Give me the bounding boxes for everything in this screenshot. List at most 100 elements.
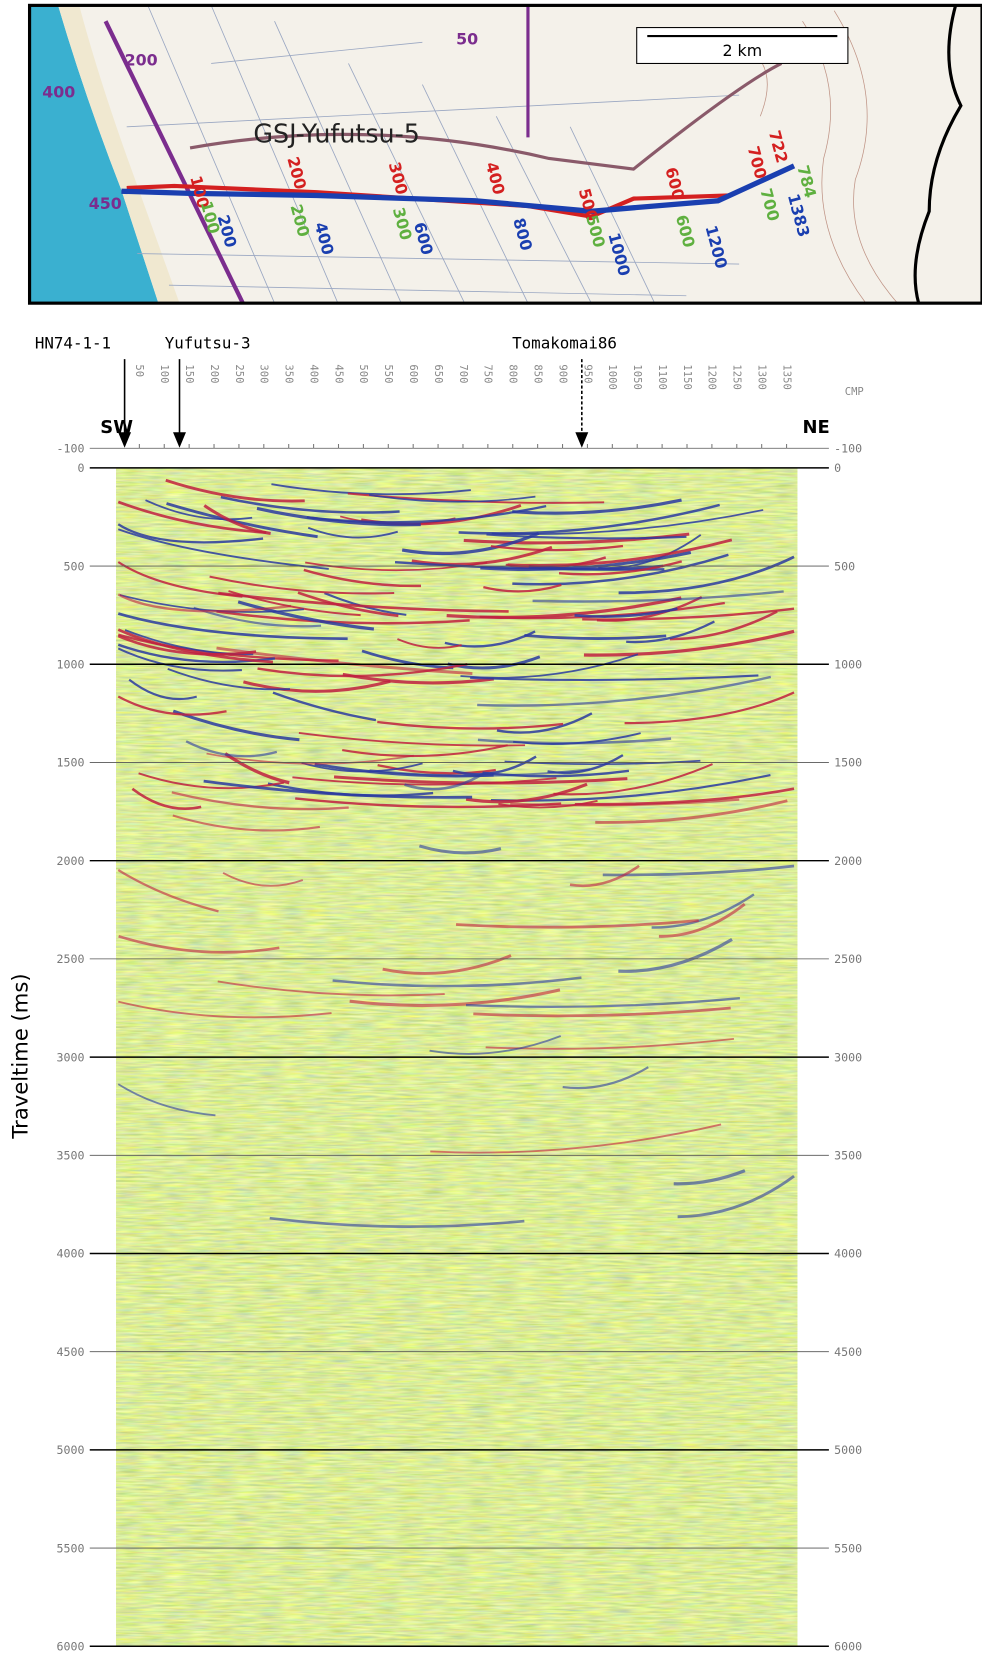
- reflector: [203, 779, 473, 799]
- reflector: [658, 902, 746, 938]
- reflector: [172, 709, 300, 742]
- reflector: [217, 980, 445, 997]
- x-tick-label: 450: [332, 364, 344, 383]
- scale-bar: 2 km: [722, 41, 762, 60]
- reflector: [446, 596, 682, 619]
- reflector: [171, 791, 349, 811]
- reflector: [349, 988, 561, 1008]
- x-tick-label: 1350: [780, 364, 792, 389]
- reflector: [117, 561, 243, 598]
- y-tick-label: 0: [77, 461, 84, 475]
- reflector: [298, 732, 526, 747]
- y-tick-label: 3000: [57, 1050, 85, 1064]
- y-tick-label: 500: [834, 559, 855, 573]
- reflector: [624, 691, 795, 725]
- reflector: [117, 869, 219, 913]
- reflector: [218, 591, 509, 613]
- reflector: [301, 762, 423, 773]
- reflector: [377, 763, 496, 775]
- y-tick-label: 1500: [57, 756, 85, 770]
- reflector: [498, 799, 598, 809]
- reflector: [307, 526, 399, 539]
- reflector: [418, 844, 502, 855]
- y-tick-label: 1500: [834, 756, 862, 770]
- reflector: [145, 499, 253, 521]
- y-tick-label: -100: [834, 441, 862, 455]
- reflector: [669, 610, 778, 641]
- reflector: [483, 583, 562, 593]
- reflector: [117, 634, 257, 656]
- reflector: [256, 506, 421, 527]
- y-tick-label: 5500: [57, 1541, 85, 1555]
- x-tick-label: 400: [307, 364, 319, 383]
- reflector: [626, 620, 715, 644]
- x-tick-label: 850: [531, 364, 543, 383]
- reflector: [117, 523, 264, 544]
- reflector: [118, 1000, 332, 1019]
- x-tick-label: 1250: [731, 364, 743, 389]
- y-tick-label: 2000: [834, 854, 862, 868]
- x-tick-label: 550: [382, 364, 394, 383]
- reflector: [507, 538, 733, 567]
- reflector: [216, 610, 470, 625]
- y-tick-label: 5500: [834, 1541, 862, 1555]
- reflector: [138, 772, 285, 790]
- y-tick-label: 2000: [57, 854, 85, 868]
- y-tick-label: 1000: [834, 658, 862, 672]
- reflectors: [117, 478, 795, 1228]
- reflector: [117, 695, 227, 716]
- x-tick-label: 150: [183, 364, 195, 383]
- reflector: [131, 787, 202, 811]
- reflector: [602, 864, 795, 877]
- reflector: [470, 674, 759, 682]
- y-tick-label: 0: [834, 461, 841, 475]
- reflector: [167, 668, 291, 691]
- x-tick-label: 950: [581, 364, 593, 383]
- reflector: [257, 662, 468, 678]
- reflector: [595, 799, 788, 824]
- reflector: [306, 504, 547, 524]
- x-tick-label: 50: [133, 364, 145, 377]
- reflector: [216, 646, 473, 676]
- y-tick-label: 500: [64, 559, 85, 573]
- reflector: [455, 919, 699, 929]
- reflector: [377, 720, 564, 730]
- reflector: [677, 1174, 795, 1219]
- reflector: [512, 553, 729, 586]
- y-tick-label: 6000: [57, 1640, 85, 1654]
- map-frame: [27, 3, 982, 305]
- reflector: [222, 872, 304, 887]
- x-tick-label: 300: [258, 364, 270, 383]
- reflector: [477, 675, 772, 707]
- x-tick-label: 700: [457, 364, 469, 383]
- reflector: [271, 483, 471, 496]
- reflector: [401, 531, 540, 556]
- ne-label: NE: [802, 417, 829, 438]
- y-tick-label: 4500: [57, 1345, 85, 1359]
- y-tick-label: 1000: [57, 658, 85, 672]
- reflector: [185, 740, 278, 758]
- reflector: [172, 814, 320, 832]
- reflector: [203, 504, 271, 535]
- reflector: [404, 772, 485, 791]
- reflector: [397, 638, 462, 649]
- reflector: [165, 478, 305, 503]
- reflector: [117, 593, 292, 613]
- reflector: [582, 607, 795, 621]
- map-label: 200: [125, 51, 158, 70]
- reflector: [303, 568, 422, 588]
- well-label: Tomakomai86: [512, 334, 617, 353]
- reflector: [673, 1169, 746, 1186]
- y-tick-label: 2500: [834, 952, 862, 966]
- reflector: [574, 607, 678, 618]
- reflector: [368, 494, 536, 503]
- map-label: 400: [42, 82, 75, 101]
- x-tick-label: 1300: [756, 364, 768, 389]
- x-tick-label: 100: [158, 364, 170, 383]
- x-tick-label: 1200: [706, 364, 718, 389]
- reflector: [618, 555, 795, 595]
- reflector: [117, 628, 274, 664]
- x-tick-label: 1000: [606, 364, 618, 389]
- y-tick-label: 4500: [834, 1345, 862, 1359]
- reflector: [480, 550, 692, 571]
